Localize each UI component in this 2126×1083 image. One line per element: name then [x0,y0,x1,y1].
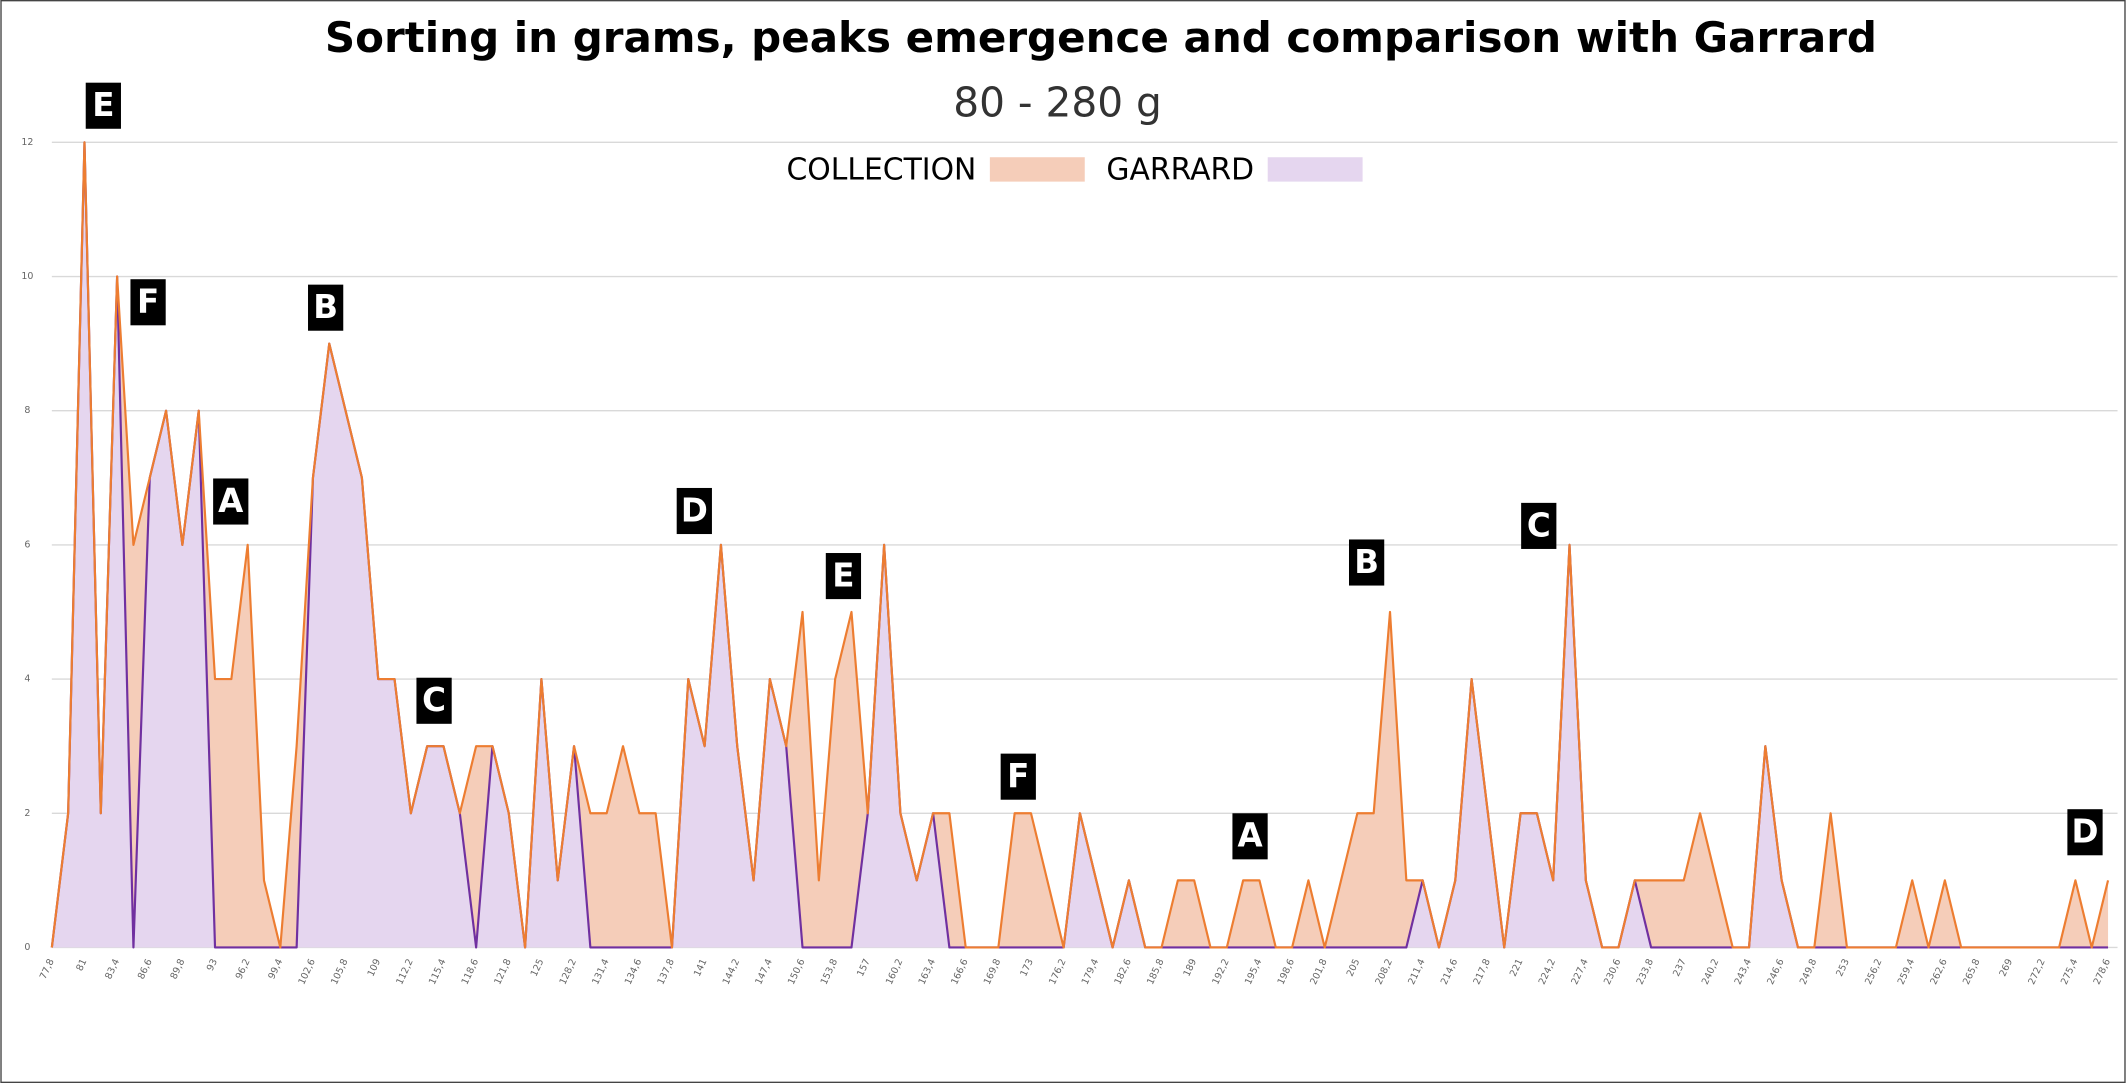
legend-label: GARRARD [1106,152,1254,187]
annotation-box [308,284,344,331]
annotation-box [130,279,166,326]
annotation-text: D [681,491,708,529]
annotation-text: C [1527,506,1551,544]
annotation-text: D [2072,813,2099,851]
annotation-text: F [1007,757,1029,795]
y-tick-label: 8 [24,405,30,416]
y-tick-label: 12 [21,137,33,148]
y-tick-label: 0 [24,942,30,953]
annotation: C [1521,502,1557,549]
legend-swatch [989,157,1085,182]
annotation-text: E [832,556,854,594]
annotation: E [825,553,862,600]
annotation: C [416,677,452,724]
annotation-box [1348,539,1385,586]
annotation: F [1000,753,1036,800]
annotation-box [1521,502,1557,549]
y-tick-label: 10 [21,271,33,282]
annotation-box [213,478,249,525]
annotation-box [416,677,452,724]
annotation-text: F [137,283,159,321]
annotation: A [1232,813,1268,860]
area-fill [51,142,2109,948]
y-tick-label: 4 [24,674,30,685]
x-tick-label: 93 [205,957,220,973]
legend-label: COLLECTION [786,152,976,187]
annotation-text: B [313,288,338,326]
annotation-box [85,82,121,129]
annotation-box [825,553,862,600]
annotation-text: C [422,681,446,719]
annotation: D [2067,809,2103,856]
annotation: D [676,487,712,535]
series-line [50,141,2110,949]
x-tick-label: 81 [74,957,89,973]
annotation: F [130,279,166,326]
annotation: A [213,478,249,525]
annotation-box [1000,753,1036,800]
annotation-text: A [1237,817,1262,855]
annotation-text: A [218,482,243,520]
annotation-text: B [1354,543,1379,581]
annotation-box [1232,813,1268,860]
annotation: E [85,82,121,129]
chart-subtitle: 80 - 280 g [953,79,1162,127]
annotation-box [676,487,712,535]
annotation-box [2067,809,2103,856]
y-tick-label: 2 [24,808,30,819]
annotation: B [1348,539,1385,586]
chart-title: Sorting in grams, peaks emergence and co… [325,13,1877,62]
annotation-text: E [92,86,114,124]
annotation: B [308,284,344,331]
y-tick-label: 6 [24,539,30,550]
legend-swatch [1267,157,1363,182]
